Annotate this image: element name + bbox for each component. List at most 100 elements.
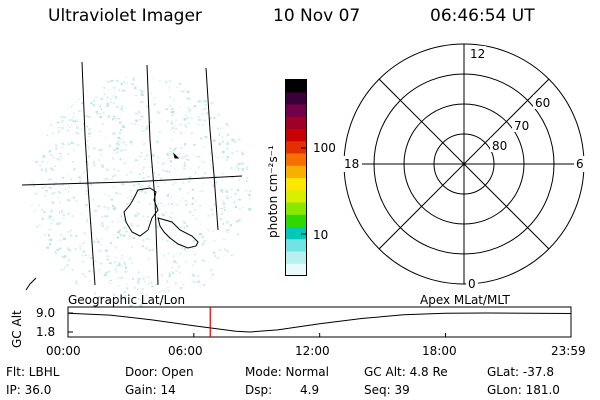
airglow-speck — [165, 170, 168, 173]
airglow-speck — [216, 127, 219, 130]
airglow-speck — [245, 179, 248, 182]
airglow-speck — [160, 177, 162, 180]
airglow-speck — [166, 280, 169, 283]
airglow-speck — [148, 283, 150, 285]
airglow-speck — [137, 155, 141, 157]
airglow-speck — [38, 204, 40, 206]
airglow-speck — [193, 105, 197, 108]
airglow-speck — [52, 132, 54, 135]
airglow-speck — [201, 236, 205, 239]
airglow-speck — [222, 222, 224, 226]
airglow-speck — [107, 207, 109, 210]
airglow-speck — [32, 185, 36, 188]
airglow-speck — [216, 256, 219, 259]
airglow-speck — [88, 155, 90, 158]
airglow-speck — [66, 246, 69, 249]
airglow-speck — [230, 167, 233, 170]
airglow-speck — [116, 79, 119, 82]
airglow-speck — [167, 192, 170, 195]
airglow-speck — [122, 89, 126, 91]
airglow-speck — [107, 81, 110, 83]
airglow-speck — [122, 125, 125, 129]
airglow-speck — [145, 126, 148, 128]
airglow-speck — [185, 126, 188, 129]
airglow-speck — [185, 123, 187, 125]
airglow-speck — [73, 168, 76, 171]
airglow-speck — [197, 166, 200, 169]
airglow-speck — [197, 119, 201, 121]
airglow-speck — [126, 287, 129, 290]
airglow-speck — [184, 162, 186, 165]
airglow-speck — [137, 213, 140, 215]
airglow-speck — [213, 202, 216, 205]
airglow-speck — [137, 298, 141, 301]
airglow-speck — [75, 132, 79, 134]
airglow-speck — [46, 246, 49, 249]
airglow-speck — [235, 220, 239, 223]
airglow-speck — [71, 268, 74, 271]
airglow-speck — [87, 148, 89, 150]
airglow-speck — [140, 292, 143, 295]
airglow-speck — [94, 96, 98, 98]
airglow-speck — [140, 184, 144, 186]
airglow-speck — [75, 101, 77, 103]
colorbar-stripe — [286, 104, 306, 118]
airglow-speck — [187, 90, 190, 93]
airglow-speck — [105, 215, 109, 217]
airglow-speck — [174, 128, 178, 130]
airglow-speck — [149, 181, 151, 184]
airglow-speck — [73, 149, 75, 152]
airglow-speck — [142, 238, 145, 242]
airglow-speck — [195, 217, 198, 220]
airglow-speck — [170, 120, 172, 122]
airglow-speck — [123, 219, 126, 222]
airglow-speck — [172, 271, 174, 275]
airglow-speck — [131, 224, 134, 227]
airglow-speck — [169, 217, 173, 219]
airglow-speck — [188, 177, 191, 179]
airglow-speck — [67, 212, 70, 216]
airglow-speck — [43, 233, 46, 236]
airglow-speck — [185, 203, 188, 206]
airglow-speck — [157, 156, 159, 159]
airglow-speck — [112, 86, 116, 89]
airglow-speck — [56, 157, 60, 161]
airglow-speck — [135, 189, 138, 191]
airglow-speck — [178, 265, 180, 268]
airglow-speck — [116, 236, 120, 239]
airglow-speck — [52, 202, 54, 205]
airglow-speck — [138, 163, 140, 165]
airglow-speck — [168, 147, 172, 150]
airglow-speck — [246, 166, 248, 169]
airglow-speck — [146, 105, 149, 108]
airglow-speck — [157, 185, 160, 188]
airglow-speck — [114, 174, 116, 177]
airglow-speck — [231, 138, 234, 142]
airglow-speck — [188, 180, 191, 183]
airglow-speck — [229, 224, 233, 227]
airglow-speck — [106, 258, 109, 261]
airglow-speck — [60, 115, 64, 119]
airglow-speck — [150, 281, 153, 284]
airglow-speck — [61, 127, 64, 130]
airglow-speck — [174, 262, 178, 264]
airglow-speck — [119, 121, 122, 124]
airglow-speck — [99, 115, 103, 119]
airglow-speck — [167, 120, 169, 123]
airglow-speck — [143, 172, 145, 174]
airglow-speck — [178, 123, 182, 126]
airglow-speck — [59, 247, 62, 250]
airglow-speck — [167, 252, 170, 255]
airglow-speck — [221, 191, 224, 193]
airglow-speck — [83, 171, 85, 173]
airglow-speck — [184, 124, 187, 127]
airglow-speck — [70, 141, 73, 145]
airglow-speck — [222, 238, 225, 240]
airglow-speck — [124, 271, 127, 273]
altitude-tick-bottom: 1.8 — [36, 325, 56, 339]
airglow-speck — [191, 132, 193, 135]
airglow-speck — [179, 199, 181, 201]
airglow-speck — [42, 155, 46, 158]
airglow-speck — [103, 206, 107, 208]
airglow-speck — [203, 240, 206, 242]
